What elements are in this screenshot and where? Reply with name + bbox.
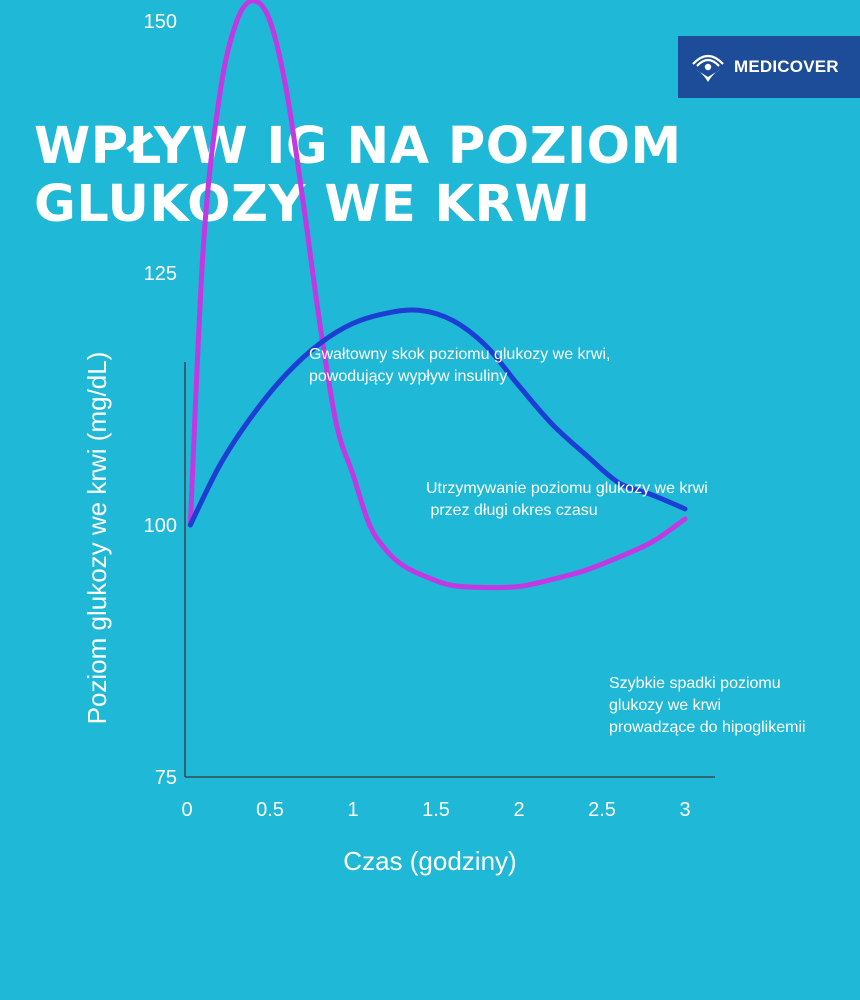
x-axis-title: Czas (godziny)	[343, 846, 516, 876]
x-tick-label: 0.5	[256, 799, 284, 821]
y-tick-label: 125	[144, 263, 177, 285]
y-tick-label: 150	[144, 11, 177, 33]
annotation-spike: Gwałtowny skok poziomu glukozy we krwi, …	[309, 346, 611, 385]
series-line-high-gi	[187, 0, 688, 591]
medicover-logo: MEDICOVER	[678, 36, 860, 98]
series-group	[187, 0, 688, 591]
x-tick-label: 2	[513, 799, 524, 821]
medicover-logo-text: MEDICOVER	[734, 57, 839, 76]
annotation-sustain: Utrzymywanie poziomu glukozy we krwi prz…	[426, 480, 708, 519]
title-line-1: WPŁYW IG NA POZIOM	[34, 117, 682, 176]
annotation-drop: Szybkie spadki poziomu glukozy we krwi p…	[609, 675, 806, 736]
x-tick-label: 1	[347, 799, 358, 821]
series-line-low-gi	[187, 307, 688, 528]
y-ticks: 75 100 125 150	[144, 11, 177, 789]
x-tick-label: 2.5	[588, 799, 616, 821]
medicover-logo-icon	[692, 54, 724, 82]
y-axis-title: Poziom glukozy we krwi (mg/dL)	[82, 352, 112, 725]
page-title: WPŁYW IG NA POZIOM GLUKOZY WE KRWI	[34, 118, 814, 234]
x-tick-label: 1.5	[422, 799, 450, 821]
y-tick-label: 75	[155, 767, 177, 789]
y-tick-label: 100	[144, 515, 177, 537]
x-ticks: 0 0.5 1 1.5 2 2.5 3	[181, 799, 690, 821]
x-tick-label: 3	[679, 799, 690, 821]
title-line-2: GLUKOZY WE KRWI	[34, 175, 591, 234]
x-tick-label: 0	[181, 799, 192, 821]
